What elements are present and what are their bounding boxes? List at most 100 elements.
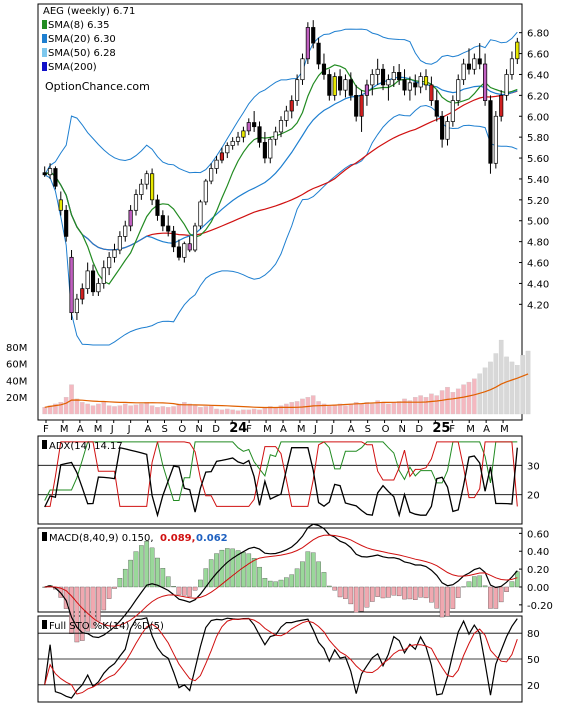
volume-bar — [106, 405, 112, 415]
volume-bar — [112, 406, 117, 415]
macd-histogram-bar — [139, 545, 144, 588]
sma20-line — [44, 76, 518, 251]
month-label: A — [77, 424, 84, 435]
candle-body — [268, 138, 273, 159]
month-label: O — [178, 424, 186, 435]
volume-tick-label: 60M — [6, 360, 27, 371]
volume-bar — [412, 397, 418, 415]
macd-histogram-bar — [192, 586, 198, 591]
volume-bar — [58, 402, 64, 415]
macd-histogram-bar — [74, 586, 80, 643]
candle-body — [74, 298, 79, 314]
stochastic-d-line — [44, 618, 518, 695]
adx-line — [44, 447, 518, 518]
volume-bar — [429, 393, 434, 415]
macd-signal-value: 0.089, — [160, 533, 195, 544]
candle-body — [128, 209, 133, 227]
volume-bar — [407, 400, 413, 415]
volume-bar — [380, 402, 386, 415]
stochastic-legend-swatch — [42, 620, 47, 629]
volume-bar — [509, 361, 515, 415]
legend-swatch — [42, 62, 47, 71]
candle-body — [440, 115, 445, 140]
volume-bar — [101, 402, 107, 415]
month-label: A — [348, 424, 355, 435]
candle-body — [348, 79, 353, 96]
volume-bar — [198, 407, 203, 415]
candle-body — [380, 68, 386, 86]
macd-histogram-bar — [359, 586, 364, 612]
macd-histogram-bar — [418, 586, 423, 598]
macd-histogram-bar — [101, 586, 107, 611]
volume-bar — [402, 398, 407, 415]
macd-legend-swatch — [42, 532, 47, 541]
price-tick-label: 6.40 — [527, 70, 549, 81]
candle-body — [209, 168, 214, 182]
macd-legend-entry: MACD(8,40,9) 0.150, — [49, 533, 154, 544]
macd-histogram-bar — [182, 586, 187, 596]
volume-bar — [149, 405, 155, 415]
macd-histogram-bar — [407, 586, 413, 600]
macd-histogram-bar — [284, 577, 289, 588]
candle-body — [133, 194, 139, 211]
candle-body — [53, 168, 58, 187]
volume-bar — [327, 405, 332, 415]
legend-swatch — [42, 48, 47, 57]
candle-body — [343, 79, 348, 91]
volume-bar — [187, 403, 192, 415]
candle-body — [262, 142, 267, 159]
macd-histogram-bar — [300, 561, 305, 588]
month-label: J — [110, 424, 114, 435]
macd-histogram-bar — [386, 586, 391, 598]
macd-histogram-bar — [176, 586, 182, 595]
volume-bar — [74, 398, 80, 415]
candle-body — [252, 122, 257, 128]
volume-bar — [316, 401, 321, 415]
volume-bar — [133, 404, 139, 415]
price-tick-label: 4.60 — [527, 259, 549, 270]
volume-bar — [310, 395, 316, 415]
macd-histogram-bar — [321, 572, 327, 588]
stochastic-tick-label: 80 — [527, 629, 540, 640]
candle-body — [407, 82, 412, 91]
macd-histogram-bar — [128, 559, 133, 588]
macd-histogram-bar — [348, 586, 354, 605]
macd-histogram-bar — [96, 586, 101, 622]
month-label: M — [466, 424, 475, 435]
adx-tick-label: 20 — [527, 491, 540, 502]
candle-body — [273, 131, 278, 140]
candle-body — [112, 249, 117, 258]
candle-body — [47, 168, 53, 176]
candle-body — [461, 63, 466, 81]
candle-body — [80, 288, 85, 300]
macd-histogram-bar — [219, 549, 225, 588]
macd-histogram-bar — [450, 586, 456, 609]
candle-body — [413, 82, 418, 88]
candle-body — [246, 122, 251, 132]
candle-body — [284, 110, 289, 121]
volume-bar — [139, 403, 144, 415]
macd-histogram-bar — [327, 585, 332, 588]
volume-bar — [144, 402, 150, 415]
adx-legend-entry: ADX(14) 14.17 — [49, 441, 123, 452]
volume-bar — [192, 405, 198, 415]
candle-body — [429, 84, 434, 101]
volume-bar — [396, 401, 402, 415]
macd-histogram-bar — [85, 586, 90, 632]
volume-bar — [434, 395, 440, 415]
candle-body — [182, 243, 187, 258]
macd-histogram-bar — [144, 541, 150, 588]
volume-bar — [466, 381, 472, 415]
candle-body — [472, 58, 477, 70]
volume-bar — [267, 406, 273, 415]
volume-bar — [117, 405, 123, 415]
macd-histogram-bar — [445, 586, 450, 617]
macd-histogram-bar — [488, 586, 493, 609]
macd-histogram-bar — [262, 578, 268, 588]
volume-bar — [423, 397, 429, 415]
month-label: D — [212, 424, 220, 435]
candle-body — [397, 72, 402, 81]
candle-body — [338, 76, 343, 91]
candle-body — [488, 100, 493, 164]
candle-body — [257, 126, 262, 143]
